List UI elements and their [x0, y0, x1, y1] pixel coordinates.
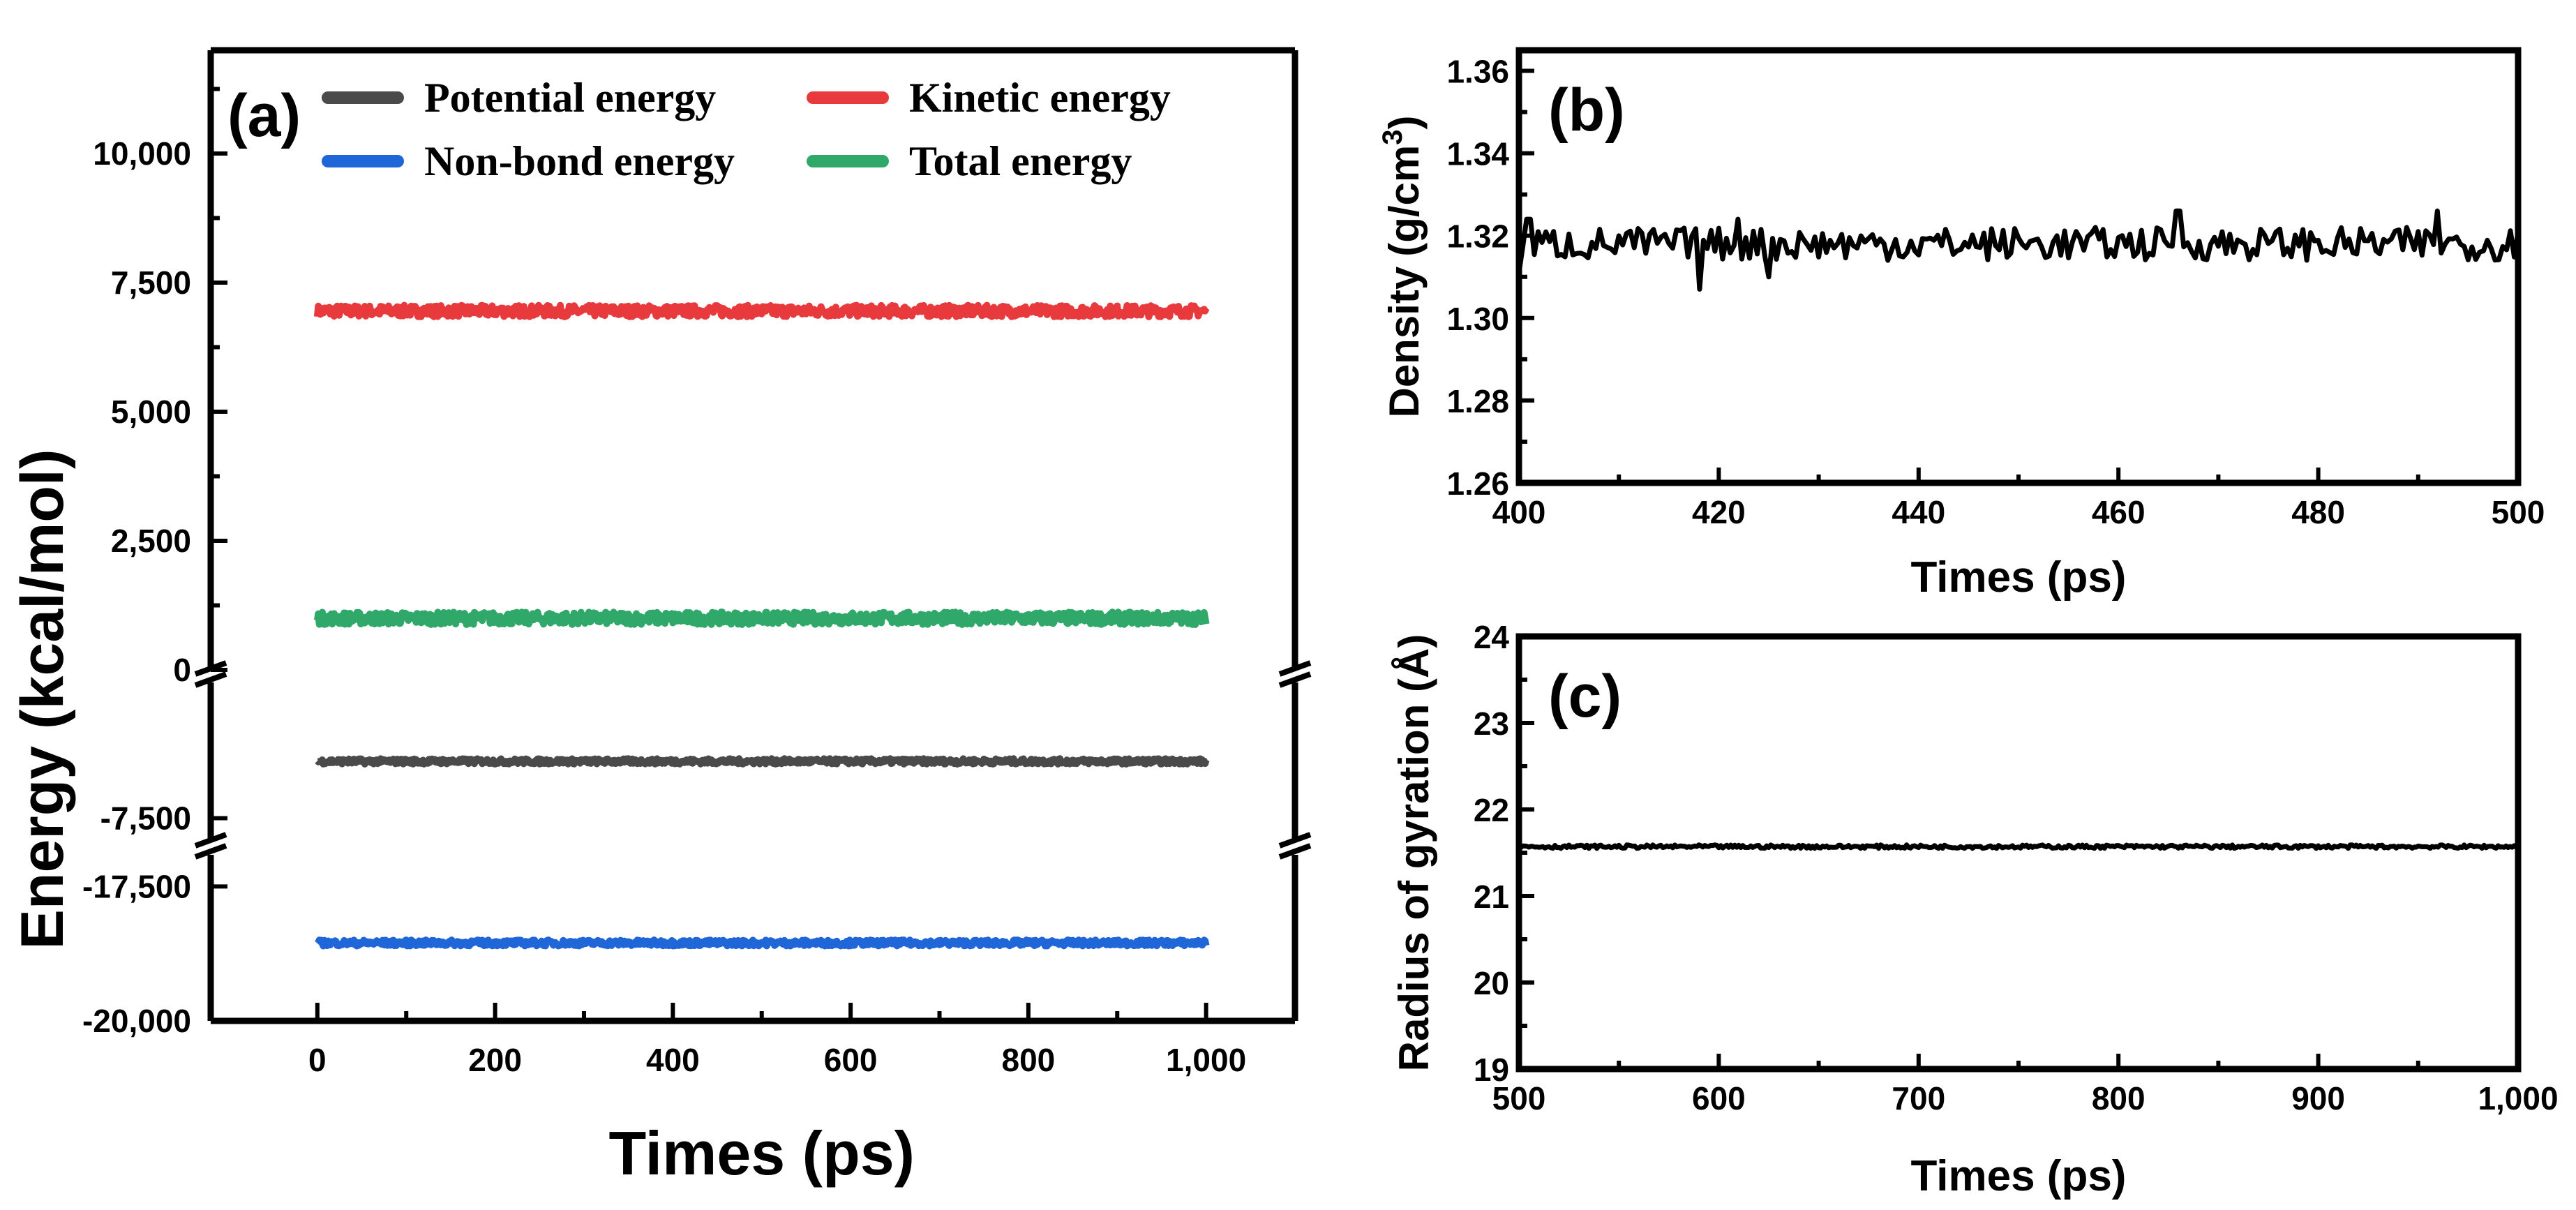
axis-break-mark [1278, 660, 1312, 677]
axis-break-mark [194, 832, 227, 849]
panel-c-radius-of-gyration-chart: 500 600 700 800 900 1,000 19 20 21 22 23 24 (c) Times… [1391, 619, 2559, 1200]
axis-break-mark [194, 843, 227, 860]
panel-b-frame [1515, 47, 2522, 486]
panel-b-y-tick-label: 1.32 [1446, 218, 1509, 255]
panel-b-x-tick-label: 400 [1492, 494, 1546, 530]
panel-c-x-tick-label: 1,000 [2478, 1080, 2558, 1116]
axis-break-mark [1278, 843, 1312, 860]
panel-b-y-axis-title-main: Density [1381, 266, 1428, 417]
axis-break-mark [1278, 671, 1312, 688]
axis-break-mark [1278, 832, 1312, 849]
panel-a-label: (a) [227, 82, 301, 149]
panel-a-x-tick-label: 0 [308, 1042, 327, 1078]
panel-c-y-tick-label: 24 [1474, 619, 1510, 655]
panel-a-x-axis-title: Times (ps) [608, 1119, 915, 1188]
panel-c-y-axis-title: Radius of gyration (Å) [1391, 634, 1437, 1072]
panel-b-y-axis-title-sup: 3 [1377, 129, 1408, 144]
panel-b-series-line [1516, 208, 2521, 292]
legend-label: Potential energy [424, 75, 716, 121]
panel-c-y-tick-label: 23 [1474, 705, 1509, 742]
panel-a-y-tick-label: -20,000 [82, 1003, 191, 1039]
series-line-kinetic-energy [313, 301, 1210, 320]
panel-a-y-tick-label: 5,000 [111, 394, 191, 430]
panel-b-y-tick-label: 1.26 [1446, 465, 1509, 502]
panel-c-x-tick-label: 900 [2291, 1080, 2345, 1116]
panel-b-x-axis-title: Times (ps) [1911, 553, 2127, 602]
series-line-total-energy [313, 608, 1210, 628]
panel-c-label: (c) [1548, 663, 1622, 730]
panel-c-x-tick-label: 500 [1492, 1080, 1546, 1116]
panel-b-y-tick-label: 1.36 [1446, 54, 1509, 90]
panel-b-y-axis-title-end: ) [1381, 115, 1428, 129]
panel-c-x-axis-title: Times (ps) [1911, 1152, 2127, 1200]
legend-label: Total energy [909, 138, 1132, 184]
panel-b-x-tick-label: 440 [1892, 494, 1945, 530]
panel-a-x-tick-label: 600 [824, 1042, 878, 1078]
panel-a-y-tick-label: 0 [173, 652, 191, 688]
panel-c-x-tick-label: 800 [2092, 1080, 2146, 1116]
panel-c-x-tick-label: 700 [1892, 1080, 1945, 1116]
panel-b-y-axis-title-unit: (g/cm [1381, 145, 1428, 257]
panel-b-x-tick-label: 500 [2492, 494, 2545, 530]
panel-a-y-axis-title: Energy (kcal/mol) [9, 449, 76, 950]
panel-a-x-tick-label: 400 [646, 1042, 700, 1078]
panel-b-x-tick-label: 480 [2291, 494, 2345, 530]
panel-c-series-line [1518, 842, 2519, 851]
panel-c-y-tick-label: 19 [1474, 1052, 1509, 1088]
panel-a-y-tick-label: -7,500 [100, 800, 191, 837]
panel-c-y-tick-label: 22 [1474, 792, 1509, 828]
panel-a-x-tick-label: 200 [468, 1042, 522, 1078]
panel-a-x-tick-label: 800 [1001, 1042, 1055, 1078]
panel-c-frame [1515, 633, 2522, 1073]
panel-c-y-tick-label: 20 [1474, 965, 1509, 1001]
panel-a-y-tick-label: 7,500 [111, 264, 191, 301]
axis-break-mark [194, 671, 227, 688]
panel-b-y-axis-title: Density (g/cm3) [1377, 115, 1428, 417]
panel-a-y-tick-label: 2,500 [111, 523, 191, 559]
panel-b-x-tick-label: 460 [2092, 494, 2146, 530]
panel-b-x-tick-label: 420 [1692, 494, 1746, 530]
panel-b-y-tick-label: 1.34 [1446, 136, 1509, 172]
legend-label: Kinetic energy [909, 75, 1171, 121]
panel-b-y-tick-label: 1.30 [1446, 301, 1509, 337]
legend-label: Non-bond energy [424, 138, 735, 184]
series-line-non-bond-energy [315, 936, 1210, 950]
panel-b-density-chart: 400 420 440 460 480 500 1.26 1.28 1.30 1.32 1.34 1.… [1377, 47, 2545, 602]
panel-c-y-tick-label: 21 [1474, 879, 1509, 915]
panel-a-energy-chart: 0 200 400 600 800 1,000 0 2,500 5,000 7,500 10,000… [9, 47, 1312, 1188]
panel-b-label: (b) [1548, 77, 1625, 144]
panel-a-y-tick-label: -17,500 [82, 868, 191, 904]
panel-a-y-tick-label: 10,000 [93, 135, 191, 172]
series-line-potential-energy [315, 755, 1210, 768]
panel-b-y-tick-label: 1.28 [1446, 383, 1509, 419]
panel-c-x-tick-label: 600 [1692, 1080, 1746, 1116]
panel-a-x-tick-label: 1,000 [1166, 1042, 1246, 1078]
